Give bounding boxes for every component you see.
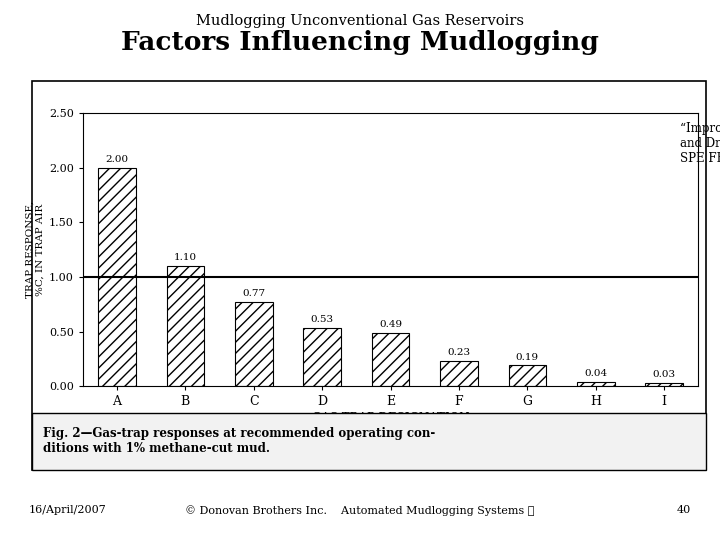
Bar (98, 168, 136, 386)
Bar (235, 302, 273, 386)
Text: 2.00: 2.00 (105, 155, 129, 164)
Text: Mudlogging Unconventional Gas Reservoirs: Mudlogging Unconventional Gas Reservoirs (196, 14, 524, 28)
Text: 0.53: 0.53 (310, 315, 334, 325)
Text: 0.23: 0.23 (447, 348, 471, 357)
Bar (577, 382, 615, 386)
Text: 0.03: 0.03 (652, 370, 676, 379)
Text: 40: 40 (677, 505, 691, 515)
Text: 1.10: 1.10 (174, 253, 197, 262)
Bar (372, 333, 410, 386)
Text: 0.19: 0.19 (516, 353, 539, 362)
Text: 16/April/2007: 16/April/2007 (29, 505, 107, 515)
Bar (508, 366, 546, 386)
Text: 0.49: 0.49 (379, 320, 402, 329)
X-axis label: GAS TRAP DESIGNATION: GAS TRAP DESIGNATION (312, 413, 469, 426)
Text: “Improved Methods for Samplings Gas
and Drill Cuttings”, Williams and Ewing,
SPE: “Improved Methods for Samplings Gas and … (680, 122, 720, 165)
Bar (166, 266, 204, 386)
Bar (645, 383, 683, 386)
Text: 0.77: 0.77 (242, 289, 266, 298)
Text: 0.04: 0.04 (584, 369, 608, 378)
Y-axis label: TRAP RESPONSE,
%C, IN TRAP AIR: TRAP RESPONSE, %C, IN TRAP AIR (25, 201, 45, 299)
Text: Fig. 2—Gas-trap responses at recommended operating con-
ditions with 1% methane-: Fig. 2—Gas-trap responses at recommended… (43, 428, 436, 455)
Text: Factors Influencing Mudlogging: Factors Influencing Mudlogging (121, 30, 599, 55)
Bar (303, 328, 341, 386)
Text: © Donovan Brothers Inc.    Automated Mudlogging Systems ℠: © Donovan Brothers Inc. Automated Mudlog… (185, 505, 535, 516)
Bar (440, 361, 478, 386)
